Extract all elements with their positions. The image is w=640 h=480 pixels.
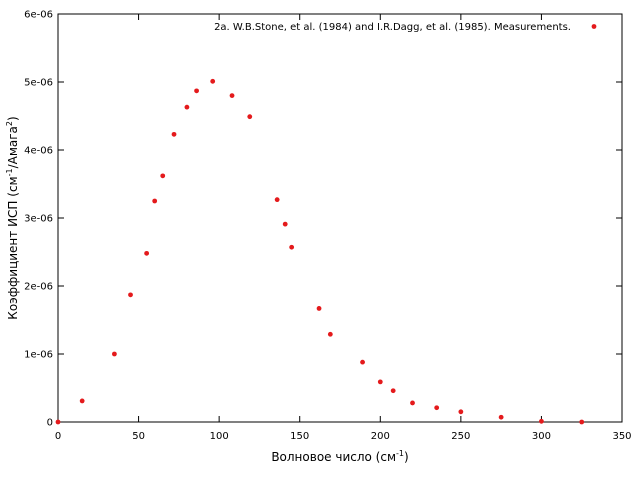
y-axis-title-mid: /Амага [6, 126, 20, 168]
data-point [112, 351, 117, 357]
x-tick-label: 200 [371, 431, 390, 442]
x-axis-title-tail: ) [404, 450, 409, 464]
data-point [282, 221, 288, 227]
x-tick-label: 50 [132, 431, 145, 442]
data-point [152, 198, 158, 204]
x-tick-label: 100 [210, 431, 229, 442]
data-point [194, 88, 199, 94]
x-axis-title-sup: -1 [396, 449, 404, 458]
y-tick-label: 3e-06 [24, 214, 53, 225]
legend: 2a. W.B.Stone, et al. (1984) and I.R.Dag… [214, 22, 597, 33]
y-tick-label: 6e-06 [24, 10, 53, 21]
y-axis-title-sup1: -1 [5, 168, 14, 176]
data-point [128, 292, 133, 298]
data-point [171, 131, 177, 137]
data-point [210, 78, 216, 84]
data-point [184, 104, 190, 110]
y-tick-label: 5e-06 [24, 78, 53, 89]
y-axis-title-tail: ) [6, 116, 20, 121]
data-point [498, 414, 504, 420]
data-point [144, 250, 150, 256]
legend-entry-label: 2a. W.B.Stone, et al. (1984) and I.R.Dag… [214, 22, 571, 33]
x-axis-title: Волновое число (см-1) [271, 449, 408, 464]
data-point [539, 418, 544, 424]
axis-tick-labels: 0 50 100 150 200 250 300 350 0 1e-06 2e-06 3e-06 4e-… [24, 10, 631, 443]
y-axis-title: Коэффициент ИСП (см-1/Амага2) [5, 116, 20, 319]
y-tick-label: 2e-06 [24, 282, 53, 293]
data-point [360, 359, 365, 365]
data-point [289, 244, 295, 250]
y-tick-label: 1e-06 [24, 350, 53, 361]
data-point [327, 331, 333, 337]
data-point [410, 400, 415, 406]
data-point [247, 114, 253, 120]
x-tick-label: 350 [612, 431, 631, 442]
y-tick-label: 4e-06 [24, 146, 53, 157]
x-tick-label: 150 [290, 431, 309, 442]
data-point [274, 197, 280, 203]
data-points [55, 78, 585, 425]
data-point [579, 419, 585, 425]
data-point [434, 405, 440, 411]
x-tick-label: 250 [451, 431, 470, 442]
y-axis-title-main: Коэффициент ИСП (см [6, 176, 20, 319]
y-tick-label: 0 [47, 418, 53, 429]
x-axis-title-main: Волновое число (см [271, 450, 396, 464]
y-axis-title-sup2: 2 [5, 121, 14, 126]
data-point [229, 93, 235, 98]
data-point [79, 398, 85, 404]
x-tick-label: 300 [532, 431, 551, 442]
data-point [55, 419, 61, 425]
data-point [377, 379, 383, 385]
data-point [160, 173, 166, 179]
data-point [316, 306, 322, 311]
x-tick-label: 0 [55, 431, 61, 442]
data-point [458, 409, 464, 415]
legend-entry-marker [591, 24, 597, 29]
data-point [390, 388, 396, 394]
